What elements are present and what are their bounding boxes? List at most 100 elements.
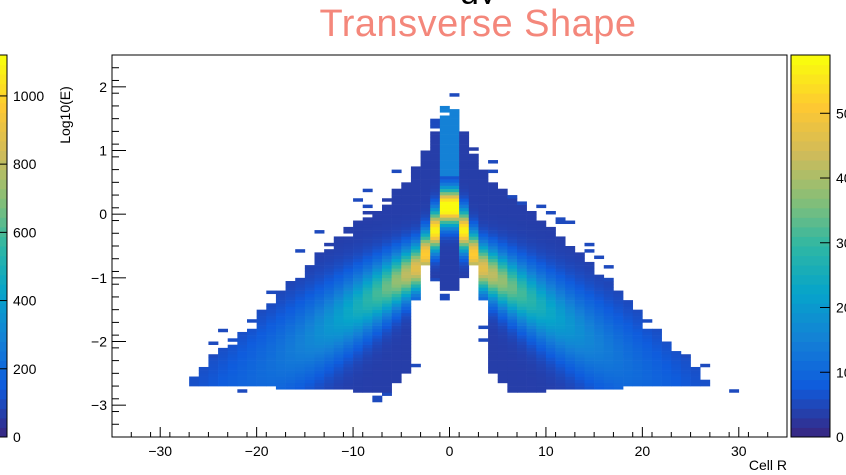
heatmap-cell	[661, 357, 672, 361]
heatmap-cell	[497, 351, 508, 355]
heatmap-cell	[439, 179, 450, 183]
heatmap-cell	[362, 281, 373, 285]
heatmap-cell	[459, 271, 470, 275]
heatmap-cell	[353, 223, 364, 228]
heatmap-cell	[526, 335, 537, 339]
heatmap-cell	[565, 255, 576, 260]
heatmap-cell	[439, 204, 450, 209]
heatmap-cell	[565, 379, 576, 384]
heatmap-cell	[353, 366, 364, 371]
heatmap-cell	[584, 341, 595, 345]
heatmap-cell	[304, 379, 315, 384]
heatmap-cell	[459, 201, 470, 205]
heatmap-cell	[382, 281, 392, 285]
heatmap-cell	[545, 284, 556, 288]
heatmap-cell	[410, 277, 421, 282]
heatmap-cell	[343, 303, 354, 307]
heatmap-cell	[285, 344, 296, 349]
heatmap-cell	[497, 300, 508, 304]
heatmap-cell	[391, 328, 402, 333]
heatmap-cell	[517, 382, 527, 387]
heatmap-cell	[671, 370, 682, 374]
x-tick-label: 10	[538, 443, 554, 459]
heatmap-cell	[362, 233, 373, 237]
heatmap-cell	[449, 118, 460, 123]
heatmap-cell	[603, 322, 614, 326]
heatmap-cell	[497, 255, 508, 260]
heatmap-cell	[266, 335, 277, 339]
heatmap-cell	[439, 220, 450, 225]
heatmap-cell	[439, 230, 450, 234]
heatmap-cell	[507, 201, 518, 205]
heatmap-cell	[304, 296, 315, 301]
heatmap-cell	[198, 373, 209, 377]
heatmap-cell	[372, 214, 383, 218]
heatmap-cell	[372, 268, 383, 272]
heatmap-cell	[382, 370, 392, 374]
heatmap-cell	[247, 347, 257, 352]
heatmap-cell	[459, 223, 470, 228]
heatmap-cell	[410, 223, 421, 228]
heatmap-cell	[353, 328, 364, 333]
heatmap-cell	[382, 303, 392, 307]
heatmap-cell	[459, 198, 470, 202]
colorbar-band	[0, 370, 7, 381]
heatmap-cell	[468, 258, 479, 263]
heatmap-cell	[391, 322, 402, 326]
heatmap-cell	[266, 370, 277, 374]
heatmap-cell	[545, 236, 556, 240]
heatmap-cell	[401, 354, 412, 358]
heatmap-cell	[362, 344, 373, 349]
heatmap-cell	[632, 331, 643, 336]
heatmap-cell	[256, 316, 267, 320]
heatmap-cell	[536, 265, 547, 269]
heatmap-cell	[314, 258, 325, 263]
heatmap-cell	[488, 316, 499, 320]
heatmap-cell	[536, 363, 547, 368]
heatmap-cell	[613, 300, 624, 304]
heatmap-cell	[314, 319, 325, 323]
heatmap-cell	[574, 325, 585, 330]
heatmap-cell	[652, 376, 662, 380]
heatmap-cell	[584, 306, 595, 310]
heatmap-cell	[603, 303, 614, 307]
heatmap-cell	[565, 322, 576, 326]
heatmap-cell	[275, 306, 286, 310]
heatmap-cell	[410, 230, 421, 234]
heatmap-cell	[362, 255, 373, 260]
heatmap-cell	[439, 131, 450, 135]
heatmap-cell	[439, 175, 450, 180]
heatmap-cell	[314, 309, 325, 314]
heatmap-cell	[507, 354, 518, 358]
heatmap-cell	[497, 207, 508, 212]
heatmap-cell	[333, 335, 344, 339]
heatmap-cell	[372, 322, 383, 326]
heatmap-cell	[382, 210, 392, 215]
heatmap-cell	[623, 316, 634, 320]
heatmap-cell	[420, 220, 431, 225]
heatmap-cell	[353, 306, 364, 310]
heatmap-cell	[237, 357, 248, 361]
heatmap-cell	[333, 376, 344, 380]
heatmap-cell	[324, 344, 335, 349]
heatmap-cell	[526, 226, 537, 231]
colorbar-band	[791, 93, 830, 104]
heatmap-cell	[488, 226, 499, 231]
heatmap-cell	[324, 277, 335, 282]
colorbar-band	[0, 217, 7, 228]
heatmap-cell	[430, 201, 441, 205]
heatmap-cell	[430, 118, 441, 123]
colorbar-band	[0, 236, 7, 247]
heatmap-cell	[256, 322, 267, 326]
heatmap-cell	[401, 220, 412, 225]
heatmap-cell	[324, 303, 335, 307]
heatmap-cell	[545, 312, 556, 317]
heatmap-cell	[401, 274, 412, 279]
heatmap-cell	[353, 284, 364, 288]
heatmap-cell	[218, 363, 229, 368]
heatmap-cell	[401, 246, 412, 250]
heatmap-cell	[526, 230, 537, 234]
heatmap-cell	[507, 351, 518, 355]
heatmap-cell	[574, 331, 585, 336]
heatmap-cell	[198, 370, 209, 374]
